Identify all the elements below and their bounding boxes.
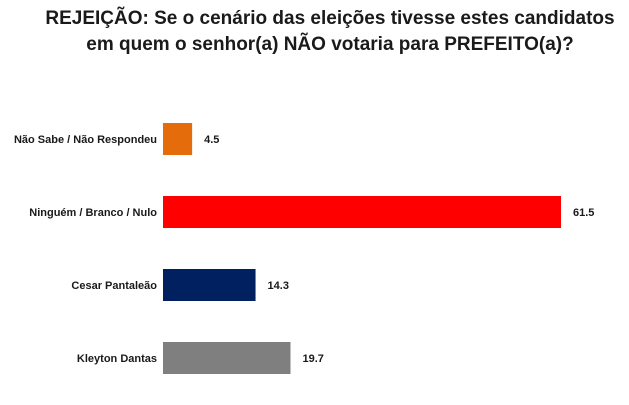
value-label-cesar-pantaleao: 14.3 (268, 280, 289, 292)
value-label-ninguem-branco-nulo: 61.5 (573, 207, 594, 219)
bar-ninguem-branco-nulo (163, 196, 561, 228)
chart-title: REJEIÇÃO: Se o cenário das eleições tive… (45, 8, 615, 55)
value-label-nao-sabe-nao-respondeu: 4.5 (204, 134, 219, 146)
value-label-kleyton-dantas: 19.7 (302, 353, 323, 365)
category-label-cesar-pantaleao: Cesar Pantaleão (71, 280, 157, 292)
bar-cesar-pantaleao (163, 269, 256, 301)
category-label-kleyton-dantas: Kleyton Dantas (77, 353, 157, 365)
category-label-nao-sabe-nao-respondeu: Não Sabe / Não Respondeu (14, 134, 157, 146)
bar-kleyton-dantas (163, 342, 291, 374)
bar-nao-sabe-nao-respondeu (163, 123, 193, 155)
category-label-ninguem-branco-nulo: Ninguém / Branco / Nulo (29, 207, 157, 219)
